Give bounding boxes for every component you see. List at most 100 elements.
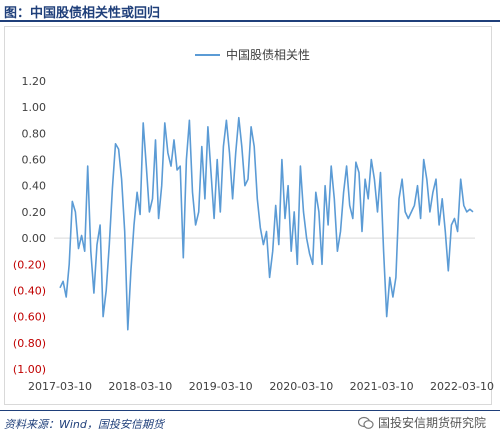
x-tick-label: 2018-03-10 — [108, 380, 172, 393]
data-point — [398, 198, 400, 200]
data-point — [124, 231, 126, 233]
data-point — [105, 290, 107, 292]
y-tick-label: (0.20) — [13, 258, 46, 271]
data-point — [139, 214, 141, 216]
y-tick-label: 0.60 — [22, 154, 47, 167]
data-point — [204, 198, 206, 200]
data-point — [386, 316, 388, 318]
data-point — [87, 165, 89, 167]
data-point — [275, 204, 277, 206]
data-point — [463, 204, 465, 206]
data-point — [420, 218, 422, 220]
data-point — [432, 191, 434, 193]
data-point — [358, 172, 360, 174]
data-point — [179, 165, 181, 167]
data-point — [62, 280, 64, 282]
y-tick-label: 0.40 — [22, 180, 47, 193]
data-point — [78, 248, 80, 250]
data-point — [68, 263, 70, 265]
data-point — [330, 165, 332, 167]
data-point — [90, 250, 92, 252]
data-point — [303, 211, 305, 213]
data-point — [201, 146, 203, 148]
data-point — [256, 198, 258, 200]
footer-divider — [0, 410, 500, 411]
data-point — [272, 250, 274, 252]
data-point — [216, 159, 218, 161]
data-point — [327, 224, 329, 226]
data-point — [130, 270, 132, 272]
data-point — [118, 148, 120, 150]
data-point — [444, 231, 446, 233]
data-point — [164, 122, 166, 124]
data-point — [81, 235, 83, 237]
data-point — [290, 250, 292, 252]
data-point — [250, 126, 252, 128]
y-tick-label: (1.00) — [13, 363, 46, 376]
x-tick-label: 2020-03-10 — [269, 380, 333, 393]
data-point — [185, 159, 187, 161]
data-point — [253, 146, 255, 148]
data-point — [219, 211, 221, 213]
data-point — [173, 139, 175, 141]
data-point — [349, 204, 351, 206]
data-point — [170, 165, 172, 167]
data-point — [306, 237, 308, 239]
data-point — [315, 191, 317, 193]
y-axis: 1.20 1.00 0.80 0.60 0.40 0.20 0.00 (0.20) (0.40)… — [13, 75, 46, 376]
data-point — [136, 191, 138, 193]
data-point — [389, 276, 391, 278]
data-point — [259, 227, 261, 229]
data-point — [148, 211, 150, 213]
x-tick-label: 2019-03-10 — [189, 380, 253, 393]
data-point — [401, 178, 403, 180]
data-point — [447, 270, 449, 272]
data-point — [426, 178, 428, 180]
data-point — [108, 244, 110, 246]
data-point — [404, 211, 406, 213]
data-point — [152, 198, 154, 200]
data-point — [293, 211, 295, 213]
watermark-text: 国投安信期货研究院 — [377, 416, 486, 430]
source-note: 资料来源：Wind，国投安信期货 — [4, 418, 164, 431]
data-point — [318, 211, 320, 213]
data-point — [352, 218, 354, 220]
data-point — [198, 211, 200, 213]
data-point — [450, 224, 452, 226]
wechat-icon — [357, 416, 374, 429]
data-point — [367, 198, 369, 200]
data-point — [188, 119, 190, 121]
data-point — [93, 292, 95, 294]
data-point — [269, 276, 271, 278]
y-tick-label: 1.20 — [22, 75, 47, 88]
data-point — [74, 211, 76, 213]
data-point — [457, 231, 459, 233]
data-point — [284, 218, 286, 220]
y-tick-label: 0.20 — [22, 206, 47, 219]
y-tick-label: 0.80 — [22, 127, 47, 140]
data-point — [466, 211, 468, 213]
data-point — [321, 263, 323, 265]
y-tick-label: (0.40) — [13, 284, 46, 297]
data-point — [195, 224, 197, 226]
data-point — [262, 244, 264, 246]
data-point — [225, 119, 227, 121]
data-point — [102, 316, 104, 318]
data-point — [287, 185, 289, 187]
data-point — [364, 178, 366, 180]
data-point — [278, 244, 280, 246]
data-point — [167, 152, 169, 154]
data-point — [266, 231, 268, 233]
data-point — [133, 224, 135, 226]
data-point — [127, 329, 129, 331]
data-point — [65, 296, 67, 298]
data-point — [142, 122, 144, 124]
data-point — [96, 244, 98, 246]
data-point — [232, 198, 234, 200]
data-point — [235, 152, 237, 154]
data-point — [472, 211, 474, 213]
data-point — [441, 198, 443, 200]
data-point — [333, 198, 335, 200]
data-point — [222, 146, 224, 148]
data-point — [296, 263, 298, 265]
